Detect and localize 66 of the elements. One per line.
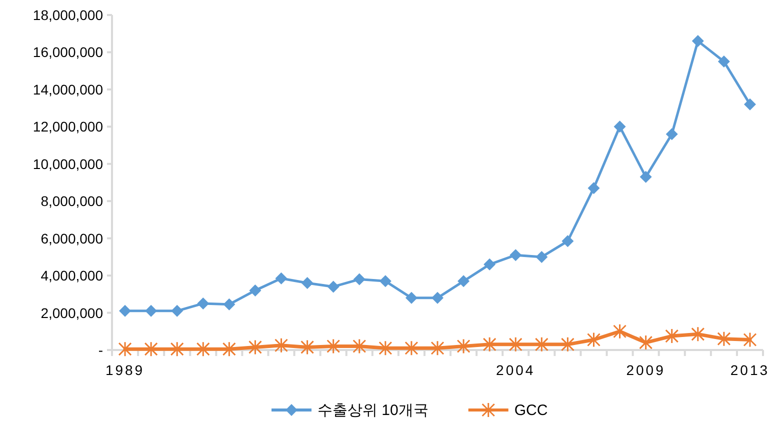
point	[301, 277, 314, 289]
y-tick-label: 18,000,000	[32, 7, 104, 23]
point	[275, 272, 288, 284]
legend-label: GCC	[514, 402, 548, 419]
point	[327, 280, 340, 293]
point	[691, 326, 705, 342]
y-tick-label: 2,000,000	[40, 304, 104, 321]
y-tick-label: 16,000,000	[32, 44, 104, 60]
point	[405, 292, 418, 304]
point	[508, 336, 522, 352]
point	[640, 170, 652, 183]
point	[248, 339, 262, 355]
point	[588, 182, 600, 194]
x-tick-label: 1989	[105, 362, 145, 378]
y-tick-label: -	[98, 342, 104, 358]
point	[274, 338, 288, 354]
y-tick-label: 4,000,000	[40, 268, 104, 284]
point	[586, 332, 600, 348]
point	[119, 304, 132, 317]
point	[458, 275, 470, 288]
point	[223, 298, 236, 310]
point	[197, 297, 210, 310]
point	[717, 331, 731, 347]
y-tick-label: 6,000,000	[40, 230, 104, 246]
point	[666, 128, 678, 140]
point	[379, 275, 392, 288]
point	[145, 304, 158, 317]
point	[222, 341, 236, 357]
y-tick-label: 12,000,000	[32, 118, 104, 135]
point	[196, 341, 210, 357]
point	[456, 338, 470, 354]
point	[118, 341, 132, 357]
point	[326, 338, 340, 354]
point	[352, 338, 366, 354]
x-tick-label: 2004	[496, 362, 536, 378]
point	[430, 340, 444, 356]
x-tick-label: 2013	[730, 362, 769, 378]
point	[665, 328, 679, 344]
point	[560, 336, 574, 352]
point	[744, 98, 756, 110]
point	[300, 339, 314, 355]
point	[534, 336, 548, 352]
point	[404, 340, 418, 356]
point	[432, 292, 444, 304]
point	[614, 120, 626, 133]
point	[482, 336, 496, 352]
y-tick-label: 10,000,000	[32, 156, 104, 172]
point	[249, 284, 262, 296]
y-tick-label: 14,000,000	[32, 81, 104, 98]
point	[170, 341, 184, 357]
point	[743, 332, 757, 348]
point	[484, 258, 496, 270]
point	[718, 56, 730, 68]
point	[510, 249, 522, 262]
point	[639, 334, 653, 350]
point	[171, 304, 184, 317]
point	[692, 35, 704, 48]
legend-label: 수출상위 10개국	[318, 402, 428, 419]
y-tick-label: 8,000,000	[40, 193, 104, 210]
point	[353, 273, 366, 286]
point	[562, 235, 574, 248]
point	[378, 340, 392, 356]
point	[536, 250, 548, 263]
x-tick-label: 2009	[626, 362, 666, 378]
point	[144, 341, 158, 357]
point	[613, 324, 627, 340]
